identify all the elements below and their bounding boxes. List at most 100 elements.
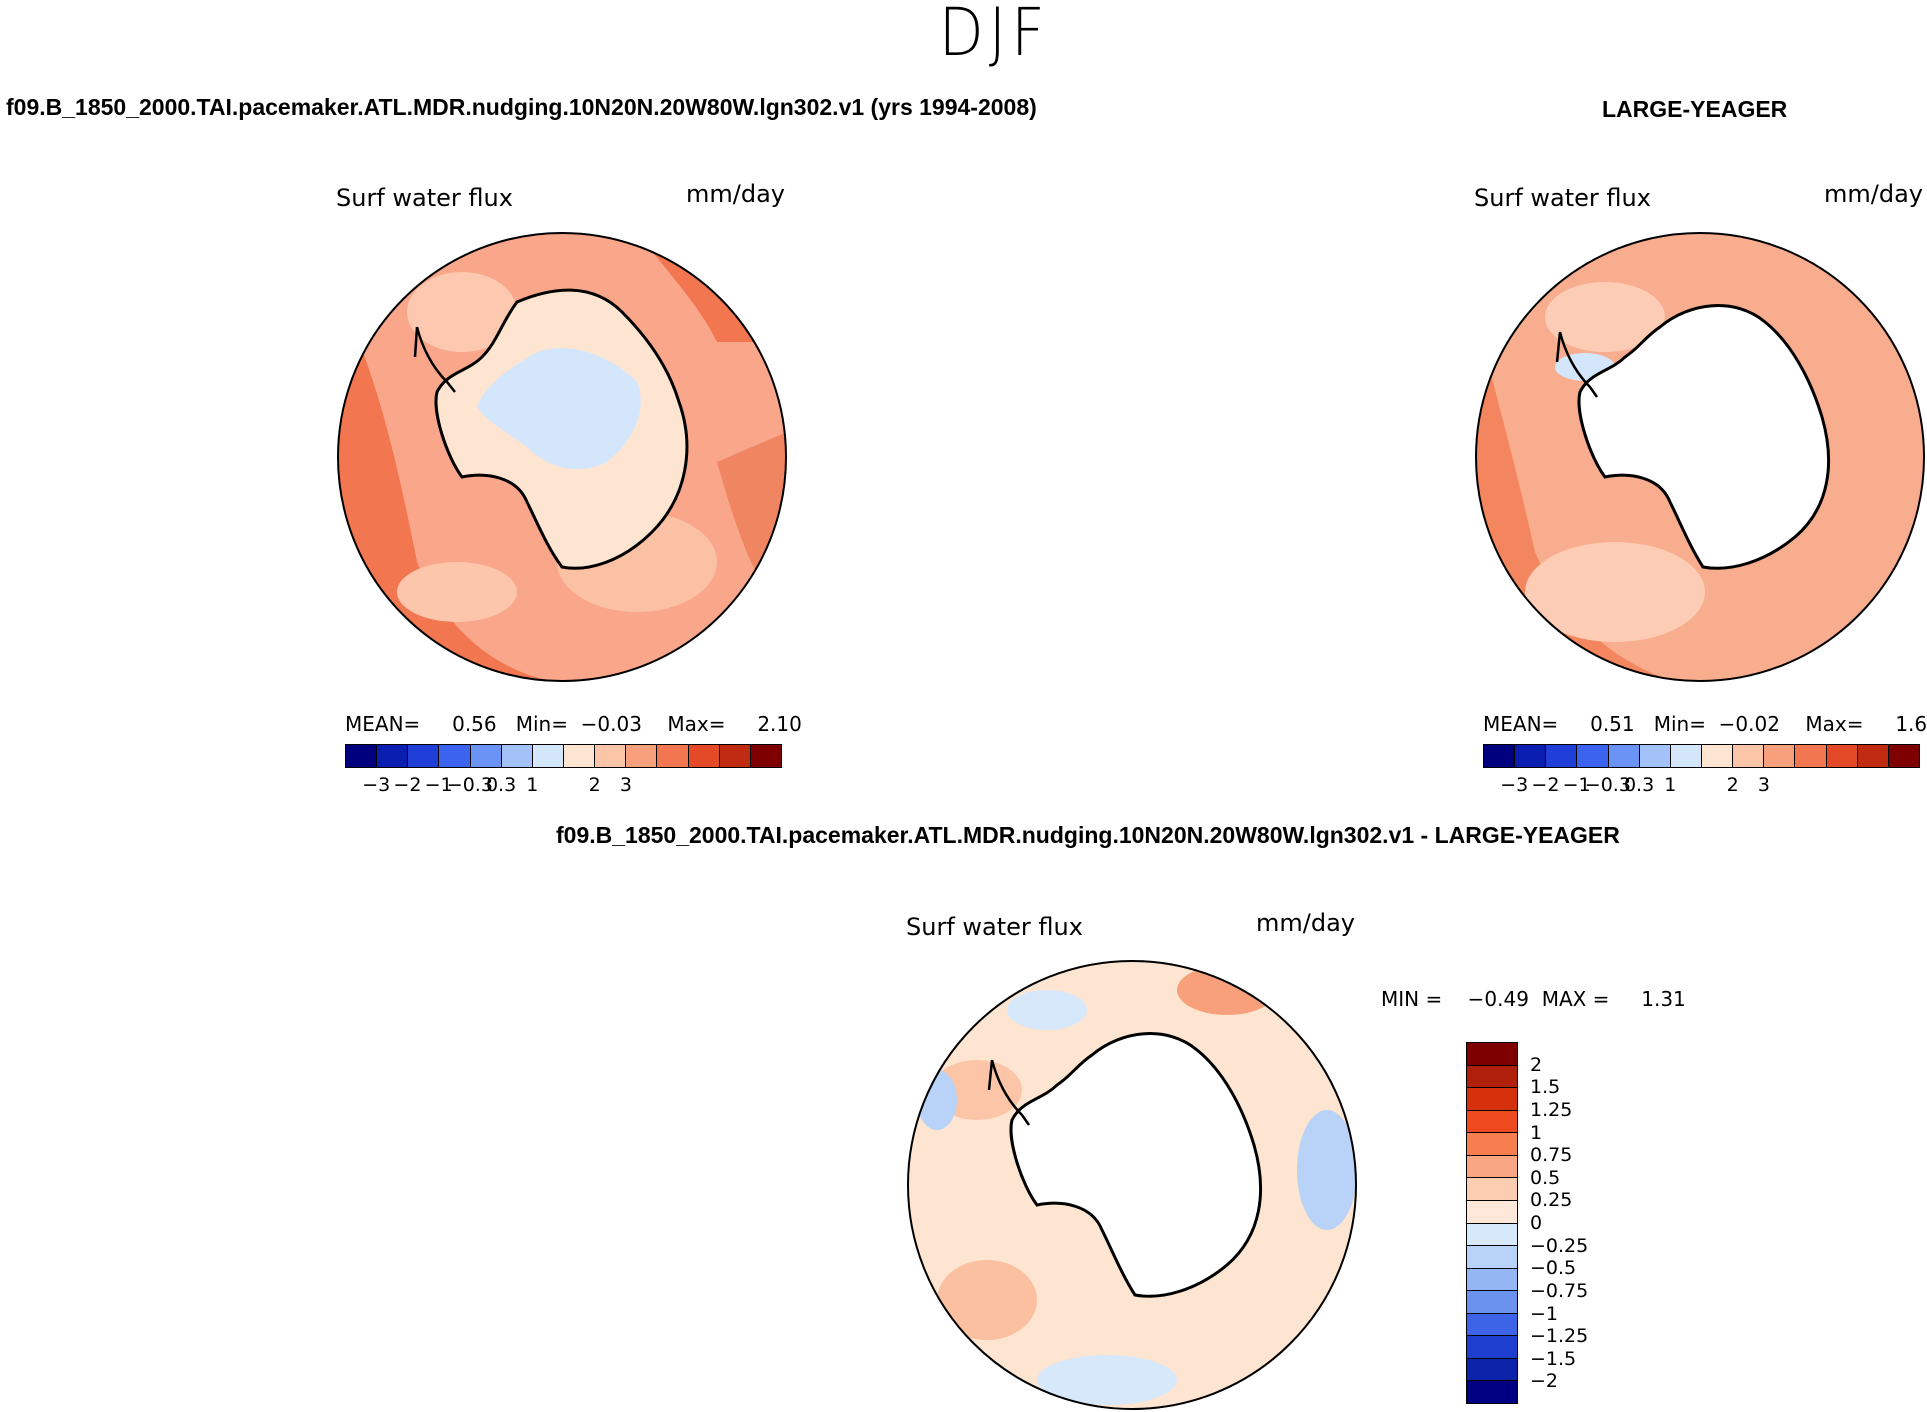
colorbar-tick-label: 0.5	[1530, 1166, 1561, 1189]
colorbar-tick-label: −0.75	[1530, 1279, 1589, 1302]
colorbar-swatch	[1467, 1110, 1517, 1134]
antarctic-peninsula	[987, 1059, 1031, 1126]
colorbar-swatch	[1467, 1381, 1517, 1403]
map-high-flux-region	[338, 292, 557, 681]
colorbar-swatch	[1826, 745, 1858, 767]
colorbar-tick-label: 1	[526, 774, 539, 796]
colorbar-swatch	[1795, 745, 1827, 767]
colorbar-swatch	[1546, 745, 1578, 767]
variable-label-right: Surf water flux	[1474, 184, 1651, 212]
stats-line-left: MEAN= 0.56 Min= −0.03 Max= 2.10	[345, 712, 802, 736]
colorbar-swatch	[1467, 1200, 1517, 1224]
units-label-right: mm/day	[1824, 180, 1923, 208]
antarctica-masked	[1579, 305, 1829, 569]
map-positive-anomaly	[1177, 965, 1277, 1015]
colorbar-swatch	[1670, 745, 1702, 767]
stats-line-right: MEAN= 0.51 Min= −0.02 Max= 1.68	[1483, 712, 1927, 736]
colorbar-swatch	[408, 745, 440, 767]
variable-label-diff: Surf water flux	[906, 913, 1083, 941]
colorbar-tick-label: −1.5	[1530, 1347, 1577, 1370]
min-value: −0.02	[1718, 712, 1780, 736]
colorbar-swatch	[1467, 1313, 1517, 1337]
colorbar-tick-label: 1	[1530, 1121, 1543, 1144]
colorbar-ticks-left: −3 −2 −1 −0.3 0.3 1 2 3	[345, 774, 782, 800]
colorbar-swatch	[1484, 745, 1516, 767]
stats-line-diff: MIN = −0.49 MAX = 1.31	[1381, 987, 1686, 1011]
min-value: −0.49	[1467, 987, 1529, 1011]
map-low-flux-region	[397, 562, 517, 622]
colorbar-tick-label: 1.25	[1530, 1098, 1573, 1121]
colorbar-swatch	[1577, 745, 1609, 767]
map-negative-anomaly	[1297, 1110, 1356, 1230]
colorbar-swatch	[439, 745, 471, 767]
colorbar-swatch	[1467, 1043, 1517, 1066]
map-negative-anomaly	[1037, 1355, 1177, 1405]
antarctica-coastline	[1577, 304, 1831, 570]
colorbar-tick-label: 2	[1530, 1053, 1543, 1076]
antarctic-peninsula	[1555, 331, 1599, 398]
colorbar-tick-label: −0.3	[1584, 774, 1631, 796]
colorbar-swatch	[532, 745, 564, 767]
antarctica-masked	[1011, 1033, 1261, 1297]
map-low-flux-region	[1545, 282, 1665, 352]
colorbar-tick-label: −1	[424, 774, 453, 796]
colorbar-swatch	[1608, 745, 1640, 767]
colorbar-swatch	[563, 745, 596, 767]
case-title-right: LARGE-YEAGER	[1602, 96, 1788, 122]
case-title-left: f09.B_1850_2000.TAI.pacemaker.ATL.MDR.nu…	[6, 94, 1037, 120]
colorbar-ticks-diff: 2 1.5 1.25 1 0.75 0.5 0.25 0 −0.25 −0.5 −0.75 −1 −1.…	[1530, 1042, 1610, 1404]
colorbar-tick-label: 2	[1726, 774, 1739, 796]
min-label: MIN =	[1381, 987, 1443, 1011]
colorbar-tick-label: −0.5	[1530, 1257, 1577, 1280]
colorbar-tick-label: −2	[1530, 1370, 1559, 1393]
colorbar-tick-label: 1	[1664, 774, 1677, 796]
colorbar-tick-label: −2	[1531, 774, 1560, 796]
season-title: DJF	[938, 0, 1050, 71]
map-border	[337, 232, 787, 682]
map-low-flux-region	[407, 272, 517, 352]
map-negative-flux-region	[477, 348, 641, 470]
colorbar-tick-label: −1.25	[1530, 1325, 1589, 1348]
colorbar-swatch	[1515, 745, 1547, 767]
colorbar-tick-label: −3	[362, 774, 391, 796]
map-negative-anomaly	[917, 1070, 957, 1130]
antarctica-coastline	[434, 288, 689, 570]
colorbar-swatch	[501, 745, 533, 767]
map-negative-anomaly	[1007, 990, 1087, 1030]
polar-map-left	[337, 232, 787, 682]
colorbar-tick-label: −1	[1562, 774, 1591, 796]
colorbar-swatch	[1467, 1268, 1517, 1292]
max-label: Max=	[1805, 712, 1864, 736]
max-label: Max=	[667, 712, 726, 736]
colorbar-tick-label: −0.25	[1530, 1234, 1589, 1257]
colorbar-swatch	[377, 745, 409, 767]
colorbar-right	[1483, 744, 1920, 768]
colorbar-swatch	[1467, 1155, 1517, 1179]
colorbar-tick-label: 0.3	[485, 774, 517, 796]
colorbar-swatch	[1467, 1358, 1517, 1382]
colorbar-swatch	[1639, 745, 1671, 767]
colorbar-swatch	[1857, 745, 1889, 767]
colorbar-swatch	[1467, 1065, 1517, 1089]
colorbar-swatch	[1467, 1336, 1517, 1359]
mean-value: 0.56	[452, 712, 497, 736]
colorbar-swatch	[346, 745, 378, 767]
colorbar-tick-label: 0.75	[1530, 1144, 1573, 1167]
mean-label: MEAN=	[1483, 712, 1559, 736]
max-value: 1.68	[1895, 712, 1927, 736]
colorbar-swatch	[688, 745, 720, 767]
colorbar-tick-label: −3	[1500, 774, 1529, 796]
colorbar-tick-label: 0.25	[1530, 1189, 1573, 1212]
colorbar-swatch	[1467, 1088, 1517, 1111]
min-label: Min=	[1653, 712, 1706, 736]
colorbar-tick-label: 3	[619, 774, 632, 796]
colorbar-swatch	[470, 745, 502, 767]
colorbar-swatch	[1733, 745, 1765, 767]
colorbar-swatch	[719, 745, 751, 767]
max-label: MAX =	[1541, 987, 1610, 1011]
min-label: Min=	[515, 712, 568, 736]
units-label-left: mm/day	[686, 180, 785, 208]
polar-map-right	[1475, 232, 1925, 682]
colorbar-tick-label: −1	[1530, 1302, 1559, 1325]
colorbar-tick-label: 2	[588, 774, 601, 796]
